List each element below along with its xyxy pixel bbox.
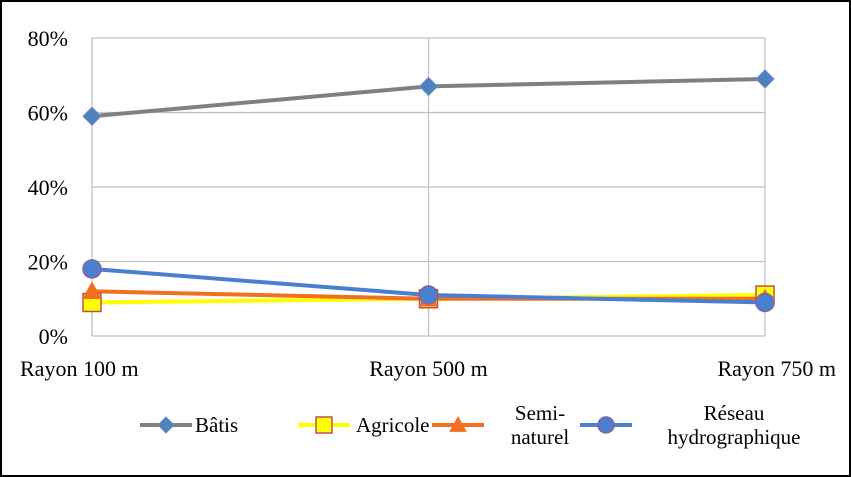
legend-label-line: Réseau (704, 401, 765, 425)
legend-item-1-label: Bâtis (195, 413, 238, 437)
y-tick-label: 20% (28, 250, 68, 275)
series-1-marker (82, 106, 102, 126)
x-axis-tick-labels: Rayon 100 m Rayon 500 m Rayon 750 m (20, 356, 836, 381)
series-1-marker (755, 69, 775, 89)
y-tick-label: 80% (28, 26, 68, 51)
legend-item-3-label: Semi-naturel (511, 401, 569, 449)
x-tick-label: Rayon 500 m (369, 356, 488, 381)
legend: Bâtis Agricole Semi-naturel Réseau hydrograp… (140, 401, 800, 449)
series-3-marker (82, 281, 102, 299)
legend-item-1-swatch-marker (157, 416, 175, 434)
x-tick-label: Rayon 750 m (717, 356, 836, 381)
y-tick-label: 40% (28, 175, 68, 200)
series-markers (82, 69, 775, 313)
legend-item-4-label: Réseau hydrographique (668, 401, 801, 449)
legend-label-line: hydrographique (668, 425, 801, 449)
y-tick-label: 0% (39, 324, 68, 349)
x-tick-label: Rayon 100 m (20, 356, 139, 381)
legend-item-2-swatch-marker (315, 416, 333, 434)
y-tick-label: 60% (28, 101, 68, 126)
series-4-marker (755, 292, 775, 313)
series-4-marker (418, 285, 439, 305)
legend-item-4-swatch-marker (597, 416, 615, 434)
legend-item-3-swatch-marker (449, 415, 467, 432)
legend-item-2-label: Agricole (356, 413, 429, 437)
series-4-marker (82, 259, 102, 279)
series-1-marker (418, 76, 439, 97)
legend-label-line: Semi- (515, 401, 565, 425)
legend-label-line: naturel (511, 425, 569, 449)
y-axis-tick-labels: 0% 20% 40% 60% 80% (28, 26, 68, 349)
